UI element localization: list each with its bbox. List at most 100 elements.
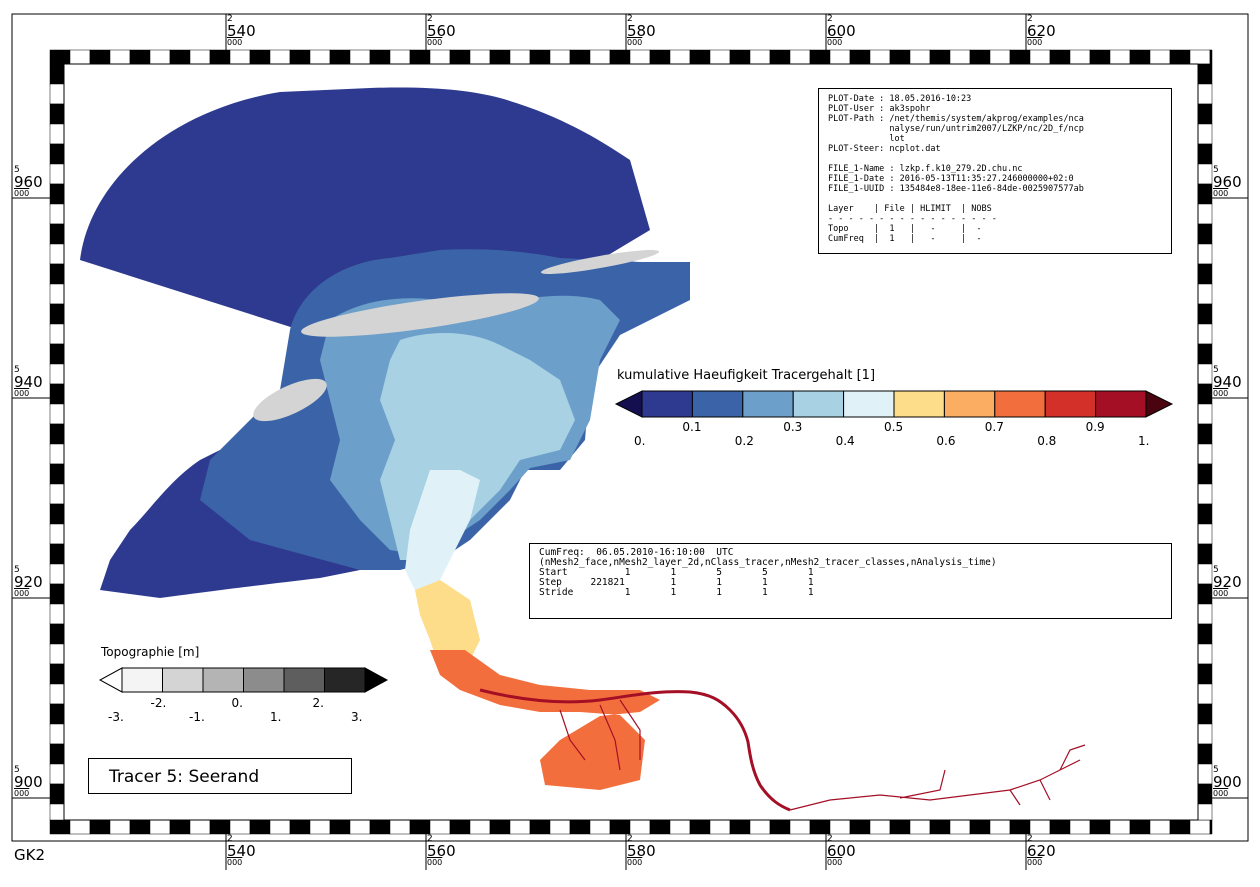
- coordinate-label: 5 920 000: [1213, 566, 1242, 598]
- checker-cell: [1197, 303, 1213, 325]
- tracer-color-swatch: [994, 390, 1046, 418]
- topo-color-swatch: [202, 667, 244, 693]
- checker-cell: [749, 49, 771, 65]
- checker-cell: [49, 403, 65, 425]
- checker-cell: [49, 643, 65, 665]
- checker-cell: [49, 303, 65, 325]
- coordinate-label: 5 960 000: [14, 166, 43, 198]
- checker-cell: [1197, 283, 1213, 305]
- coordinate-value: 940: [14, 373, 43, 391]
- checker-cell: [909, 819, 931, 835]
- inner-frame: [63, 63, 1199, 821]
- coordinate-suffix: 000: [427, 38, 443, 47]
- checker-cell: [369, 49, 391, 65]
- checker-cell: [1197, 243, 1213, 265]
- coordinate-value: 600: [827, 22, 856, 40]
- coordinate-suffix: 000: [827, 858, 843, 867]
- coordinate-value: 960: [14, 173, 43, 191]
- coordinate-prefix: 5: [14, 165, 20, 175]
- checker-border: [49, 49, 1213, 835]
- checker-cell: [69, 49, 91, 65]
- checker-cell: [89, 49, 111, 65]
- coordinate-value: 600: [827, 842, 856, 860]
- legend-tick-label: 1.: [270, 710, 282, 724]
- legend-tick-label: 0.3: [783, 420, 803, 434]
- checker-cell: [529, 49, 551, 65]
- checker-cell: [1009, 49, 1031, 65]
- checker-cell: [169, 49, 191, 65]
- coordinate-prefix: 5: [14, 565, 20, 575]
- checker-cell: [1197, 603, 1213, 625]
- title-box: Tracer 5: Seerand: [88, 758, 352, 794]
- coordinate-suffix: 000: [14, 189, 30, 198]
- checker-cell: [1197, 123, 1213, 145]
- coordinate-prefix: 5: [1213, 565, 1219, 575]
- coordinate-value: 940: [1213, 373, 1242, 391]
- checker-cell: [49, 543, 65, 565]
- checker-cell: [489, 49, 511, 65]
- checker-cell: [1069, 819, 1091, 835]
- checker-cell: [1029, 819, 1051, 835]
- coordinate-suffix: 000: [827, 38, 843, 47]
- coordinate-prefix: 2: [627, 14, 633, 24]
- checker-cell: [1197, 563, 1213, 585]
- tracer-color-swatch: [843, 390, 895, 418]
- checker-cell: [1169, 49, 1191, 65]
- checker-cell: [49, 223, 65, 245]
- checker-cell: [49, 383, 65, 405]
- cumfreq-info-box: CumFreq: 06.05.2010-16:10:00 UTC (nMesh2…: [529, 543, 1172, 619]
- checker-cell: [49, 763, 65, 785]
- checker-cell: [429, 49, 451, 65]
- cumfreq-info-text: CumFreq: 06.05.2010-16:10:00 UTC (nMesh2…: [539, 547, 997, 598]
- outer-frame: [11, 13, 1249, 842]
- checker-cell: [569, 819, 591, 835]
- checker-cell: [409, 49, 431, 65]
- map-channel: [479, 688, 791, 812]
- coordinate-prefix: 2: [427, 14, 433, 24]
- coordinate-value: 620: [1027, 22, 1056, 40]
- checker-cell: [829, 49, 851, 65]
- checker-cell: [789, 49, 811, 65]
- checker-cell: [1169, 819, 1191, 835]
- tracer-color-swatch: [742, 390, 794, 418]
- topo-color-swatch: [324, 667, 366, 693]
- checker-cell: [1189, 819, 1211, 835]
- checker-cell: [309, 49, 331, 65]
- map-estuary-mid: [415, 580, 480, 670]
- checker-cell: [729, 819, 751, 835]
- legend-tick-label: 0.7: [984, 420, 1004, 434]
- checker-cell: [129, 49, 151, 65]
- checker-cell: [449, 49, 471, 65]
- checker-cell: [929, 49, 951, 65]
- coordinate-prefix: 2: [827, 834, 833, 844]
- coordinate-label: 2 540 000: [227, 15, 256, 47]
- checker-cell: [1197, 203, 1213, 225]
- checker-cell: [229, 49, 251, 65]
- checker-cell: [49, 523, 65, 545]
- coordinate-prefix: 2: [1027, 14, 1033, 24]
- checker-cell: [1197, 363, 1213, 385]
- coordinate-value: 540: [227, 842, 256, 860]
- checker-cell: [509, 49, 531, 65]
- checker-cell: [1089, 49, 1111, 65]
- checker-cell: [49, 163, 65, 185]
- coordinate-prefix: 2: [427, 834, 433, 844]
- checker-cell: [689, 819, 711, 835]
- checker-cell: [1029, 49, 1051, 65]
- checker-cell: [49, 783, 65, 805]
- checker-cell: [349, 819, 371, 835]
- checker-cell: [549, 49, 571, 65]
- coordinate-prefix: 2: [227, 834, 233, 844]
- legend-tick-label: 0.6: [936, 434, 956, 448]
- coordinate-prefix: 5: [1213, 765, 1219, 775]
- tracer-map: [80, 87, 1086, 812]
- checker-cell: [809, 819, 831, 835]
- coordinate-prefix: 5: [14, 765, 20, 775]
- checker-cell: [569, 49, 591, 65]
- checker-cell: [49, 563, 65, 585]
- checker-cell: [49, 463, 65, 485]
- checker-cell: [269, 49, 291, 65]
- checker-cell: [49, 603, 65, 625]
- legend-tick-label: -1.: [189, 710, 205, 724]
- checker-cell: [269, 819, 291, 835]
